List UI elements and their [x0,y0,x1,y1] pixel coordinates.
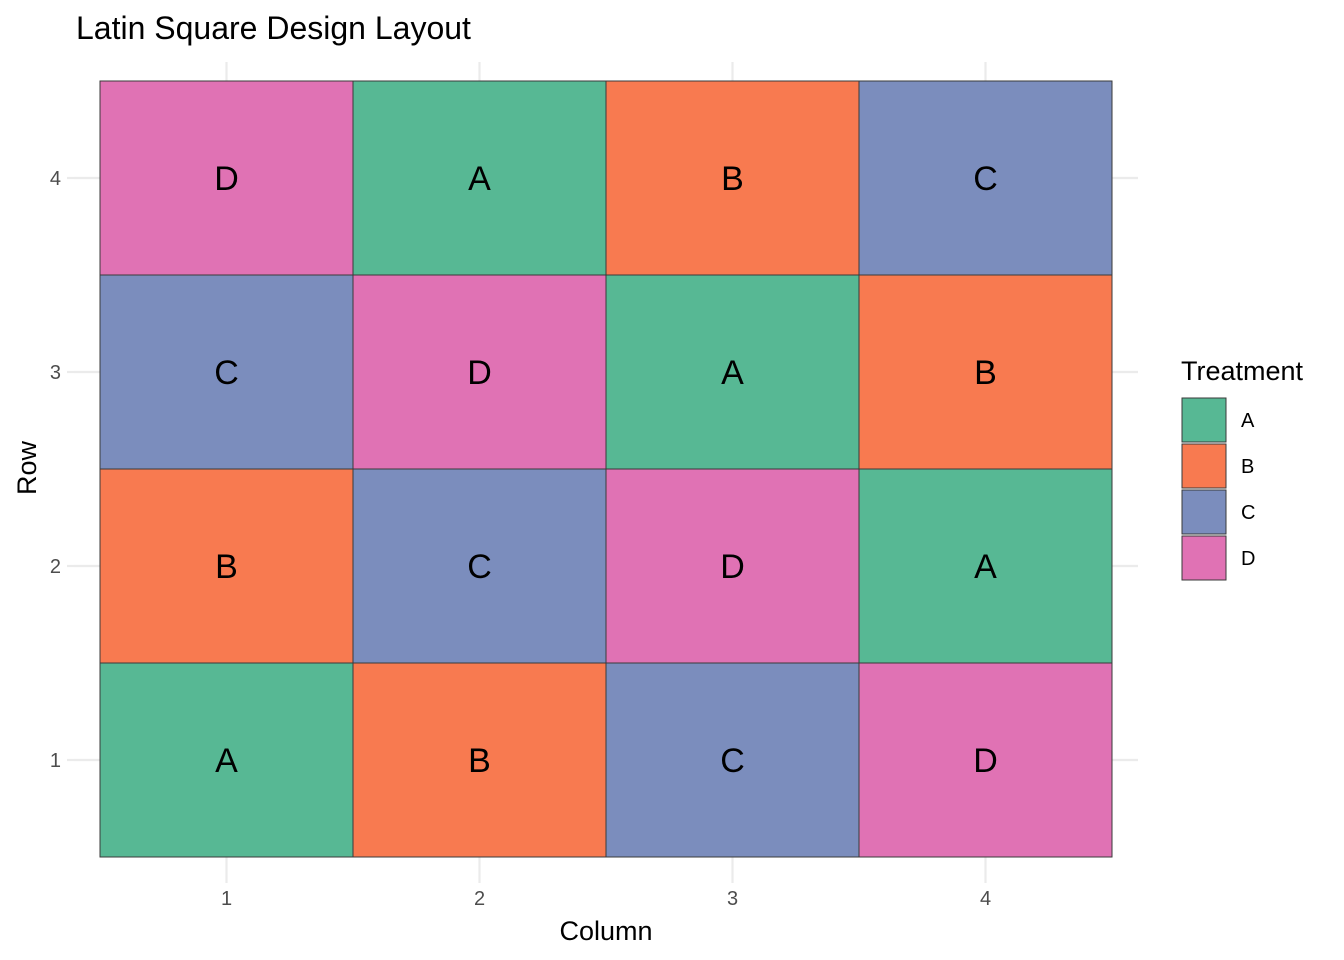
x-tick-label: 2 [474,888,485,910]
cell-label-r2-c3: D [720,548,745,586]
y-tick-label: 2 [50,556,61,578]
cell-label-r2-c1: B [215,548,238,586]
cell-label-r4-c4: C [973,160,998,198]
legend: Treatment A B C D [1181,356,1304,581]
tile-r4-c1 [99,80,354,276]
tiles [99,80,1113,858]
cell-label-r3-c1: C [214,354,239,392]
legend-label-b: B [1241,456,1254,478]
x-axis-title: Column [559,916,652,946]
cell-labels: A B C D B C D A C D A B D A B C [214,160,998,780]
tile-r3-c3 [605,274,860,470]
legend-title: Treatment [1181,356,1304,386]
tile-r4-c3 [605,80,860,276]
x-tick-label: 3 [727,888,738,910]
tile-r3-c4 [858,274,1113,470]
cell-label-r1-c3: C [720,742,745,780]
cell-label-r4-c2: A [468,160,491,198]
cell-label-r4-c3: B [721,160,744,198]
legend-key-b [1181,443,1227,489]
tile-r2-c4 [858,468,1113,664]
legend-label-d: D [1241,548,1255,570]
tile-r4-c4 [858,80,1113,276]
tile-r1-c1 [99,662,354,858]
cell-label-r3-c2: D [467,354,492,392]
cell-label-r1-c4: D [973,742,998,780]
y-tick-label: 3 [50,362,61,384]
tile-r1-c2 [352,662,607,858]
chart-title: Latin Square Design Layout [76,10,471,46]
x-tick-label: 4 [980,888,991,910]
tile-r1-c4 [858,662,1113,858]
y-tick-label: 1 [50,750,61,772]
legend-key-a [1181,397,1227,443]
y-tick-label: 4 [50,168,61,190]
cell-label-r4-c1: D [214,160,239,198]
tile-r2-c2 [352,468,607,664]
tile-r4-c2 [352,80,607,276]
axes: 1 2 3 4 1 2 3 4 [50,168,991,910]
tile-r1-c3 [605,662,860,858]
legend-key-d [1181,535,1227,581]
legend-label-c: C [1241,502,1255,524]
cell-label-r3-c4: B [974,354,997,392]
cell-label-r1-c2: B [468,742,491,780]
legend-label-a: A [1241,410,1255,432]
cell-label-r2-c4: A [974,548,997,586]
cell-label-r2-c2: C [467,548,492,586]
tile-r3-c1 [99,274,354,470]
cell-label-r3-c3: A [721,354,744,392]
cell-label-r1-c1: A [215,742,238,780]
x-tick-label: 1 [221,888,232,910]
y-axis-title: Row [12,440,42,495]
legend-key-c [1181,489,1227,535]
